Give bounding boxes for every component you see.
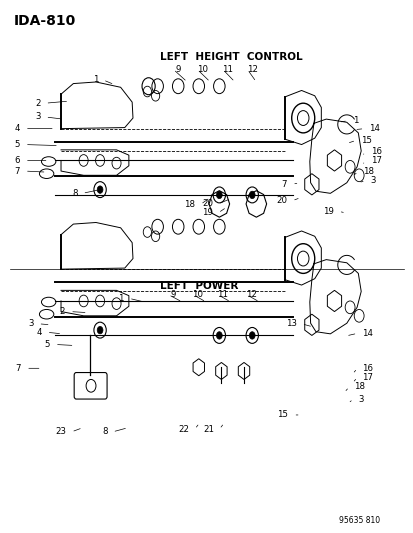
Circle shape <box>249 332 254 339</box>
Text: 16: 16 <box>361 364 373 373</box>
Text: 7: 7 <box>16 364 21 373</box>
Circle shape <box>97 186 103 193</box>
Text: 3: 3 <box>370 176 375 185</box>
Text: IDA-810: IDA-810 <box>14 13 76 28</box>
Text: 20: 20 <box>202 199 213 208</box>
Circle shape <box>216 332 222 339</box>
Circle shape <box>216 191 222 199</box>
Text: 19: 19 <box>322 207 333 216</box>
Text: 21: 21 <box>203 425 214 434</box>
Text: 15: 15 <box>360 136 371 145</box>
Text: 22: 22 <box>178 425 189 434</box>
Circle shape <box>249 191 254 199</box>
Text: 18: 18 <box>354 382 364 391</box>
Text: 5: 5 <box>44 340 50 349</box>
Text: 95635 810: 95635 810 <box>338 516 379 525</box>
Text: 3: 3 <box>358 394 363 403</box>
Text: 10: 10 <box>192 290 203 299</box>
Text: 8: 8 <box>102 427 107 437</box>
Text: LEFT  POWER: LEFT POWER <box>159 281 237 291</box>
Text: 12: 12 <box>246 64 257 74</box>
Text: 5: 5 <box>14 140 20 149</box>
Text: 3: 3 <box>35 112 40 122</box>
Text: 4: 4 <box>14 124 20 133</box>
Text: 1: 1 <box>92 75 98 84</box>
Text: 2: 2 <box>35 99 40 108</box>
Text: 11: 11 <box>221 64 233 74</box>
Text: 12: 12 <box>245 290 256 299</box>
Text: 14: 14 <box>361 329 373 338</box>
Text: 4: 4 <box>36 328 42 337</box>
Text: 1: 1 <box>118 294 123 303</box>
Text: 13: 13 <box>285 319 296 328</box>
Circle shape <box>97 326 103 334</box>
Text: 8: 8 <box>72 189 77 198</box>
Text: 16: 16 <box>370 148 381 157</box>
Text: 9: 9 <box>170 290 176 299</box>
Text: 7: 7 <box>281 180 287 189</box>
Text: 1: 1 <box>352 116 358 125</box>
Text: 7: 7 <box>14 166 20 175</box>
Text: 15: 15 <box>277 410 288 419</box>
Text: 17: 17 <box>370 157 381 165</box>
Text: 9: 9 <box>175 64 180 74</box>
Text: 17: 17 <box>361 373 373 382</box>
Text: 3: 3 <box>28 319 33 328</box>
Text: 2: 2 <box>59 307 65 316</box>
Text: 23: 23 <box>55 427 66 437</box>
Text: 18: 18 <box>362 167 373 176</box>
Text: 6: 6 <box>14 156 20 165</box>
Text: 18: 18 <box>184 200 195 209</box>
Text: 20: 20 <box>275 196 287 205</box>
Text: 19: 19 <box>202 208 213 217</box>
Text: LEFT  HEIGHT  CONTROL: LEFT HEIGHT CONTROL <box>160 52 302 62</box>
Text: 11: 11 <box>216 290 228 299</box>
Text: 14: 14 <box>368 124 380 133</box>
Text: 10: 10 <box>196 64 207 74</box>
